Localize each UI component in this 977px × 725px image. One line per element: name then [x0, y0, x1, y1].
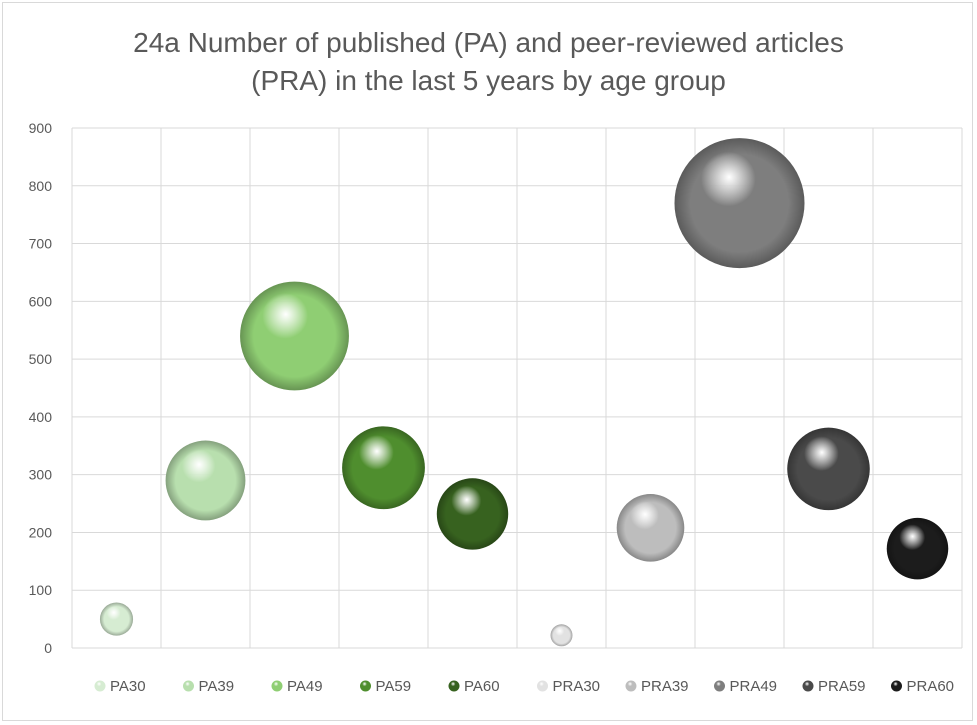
legend-label: PA59	[376, 678, 412, 695]
legend-marker	[183, 680, 194, 692]
bubble-pra39	[616, 494, 685, 562]
bubble-shade	[342, 426, 425, 510]
legend-item-pra39: PRA39	[625, 678, 689, 695]
legend-marker	[802, 680, 814, 692]
legend-item-pra49: PRA49	[714, 678, 777, 695]
chart-title-line-1: 24a Number of published (PA) and peer-re…	[133, 27, 844, 58]
legend-marker	[360, 680, 371, 692]
legend-marker	[625, 680, 637, 692]
bubble-shade	[550, 624, 573, 647]
bubble-pa30	[99, 602, 134, 636]
legend-label: PA49	[287, 678, 323, 695]
legend-item-pra30: PRA30	[537, 678, 600, 695]
legend-item-pra59: PRA59	[802, 678, 866, 695]
chart-title: 24a Number of published (PA) and peer-re…	[0, 24, 977, 100]
bubble-shade	[787, 427, 870, 511]
legend-marker	[94, 680, 106, 692]
bubble-pra60	[886, 517, 949, 580]
bubble-shade	[240, 281, 349, 391]
bubble-pra30	[550, 624, 573, 647]
bubble-pa39	[165, 440, 246, 521]
legend-marker	[448, 680, 460, 692]
bubble-shade	[165, 440, 246, 521]
bubble-shade	[616, 494, 685, 562]
y-tick-label: 0	[44, 640, 52, 656]
legend-item-pa39: PA39	[183, 678, 234, 695]
chart-title-line-2: (PRA) in the last 5 years by age group	[251, 65, 726, 96]
legend-item-pa30: PA30	[94, 678, 146, 695]
bubble-shade	[436, 478, 509, 550]
legend-label: PA60	[464, 678, 500, 695]
legend-label: PRA49	[730, 678, 778, 695]
legend-label: PRA60	[907, 678, 955, 695]
legend-label: PRA39	[641, 678, 689, 695]
bubble-pra59	[787, 427, 870, 511]
bubble-pra49	[674, 138, 805, 269]
y-tick-label: 100	[29, 582, 53, 598]
y-tick-label: 300	[29, 467, 53, 483]
y-tick-label: 800	[29, 178, 53, 194]
y-tick-label: 900	[29, 120, 53, 136]
bubble-pa60	[436, 478, 509, 550]
bubble-pa59	[342, 426, 425, 510]
bubble-shade	[99, 602, 134, 636]
bubble-shade	[674, 138, 805, 269]
legend-label: PRA30	[553, 678, 601, 695]
legend-item-pa59: PA59	[360, 678, 411, 695]
y-tick-label: 200	[29, 524, 53, 540]
legend-marker	[537, 680, 548, 692]
y-tick-label: 500	[29, 351, 53, 367]
legend-label: PA39	[199, 678, 235, 695]
y-tick-label: 700	[29, 236, 53, 252]
y-tick-label: 400	[29, 409, 53, 425]
legend-marker	[891, 680, 902, 692]
legend-item-pa49: PA49	[271, 678, 323, 695]
bubble-pa49	[240, 281, 349, 391]
legend-marker	[714, 680, 725, 692]
legend-marker	[271, 680, 283, 692]
legend-label: PA30	[110, 678, 146, 695]
legend-item-pra60: PRA60	[891, 678, 954, 695]
legend-item-pa60: PA60	[448, 678, 500, 695]
legend-label: PRA59	[818, 678, 866, 695]
bubble-shade	[886, 517, 949, 580]
y-tick-label: 600	[29, 293, 53, 309]
